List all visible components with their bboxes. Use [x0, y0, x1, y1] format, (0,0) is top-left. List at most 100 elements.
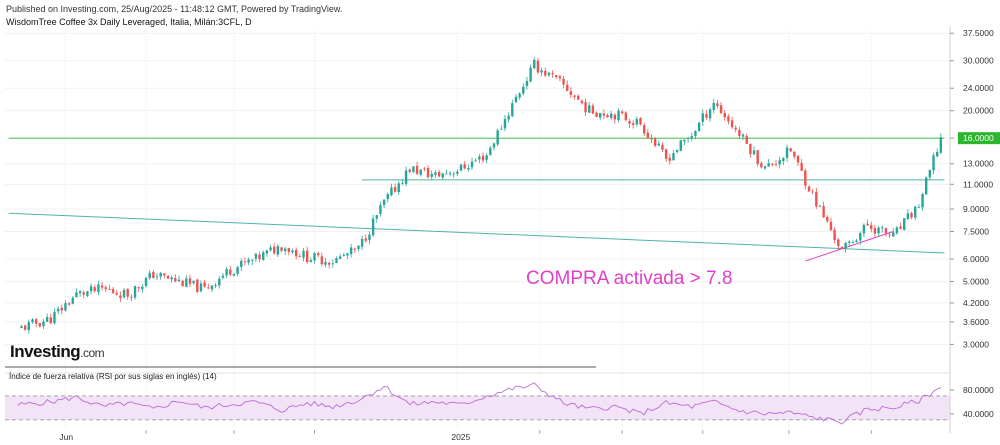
candle-body [338, 256, 342, 259]
candle-body [467, 168, 470, 170]
candle-body [148, 272, 151, 279]
candle-body [811, 191, 814, 193]
candle-body [42, 321, 45, 327]
candle-body [196, 279, 199, 292]
candle-body [463, 164, 466, 169]
candle-body [547, 72, 551, 76]
candle-body [606, 115, 609, 118]
candle-body [664, 149, 668, 159]
descending-support [8, 212, 945, 254]
candle-body [844, 242, 847, 249]
candle-body [642, 125, 646, 134]
candle-body [734, 127, 737, 130]
candle-body [793, 151, 796, 157]
candle-body [631, 123, 635, 125]
candle-body [899, 226, 902, 229]
candle-body [342, 255, 346, 257]
y-tick-label: 3.6000 [963, 317, 989, 327]
candle-body [360, 239, 364, 247]
candle-body [921, 194, 924, 208]
y-tick-label: 5.0000 [963, 276, 989, 286]
candle-body [152, 271, 155, 278]
candle-body [577, 95, 580, 100]
candle-body [401, 183, 404, 184]
y-tick-label: 9.0000 [963, 204, 989, 214]
candle-body [701, 113, 704, 122]
candle-body [551, 73, 554, 75]
candle-body [617, 110, 620, 120]
candle-body [723, 112, 726, 118]
rsi-band [5, 395, 950, 420]
candle-body [284, 248, 287, 252]
candle-body [705, 114, 708, 118]
candle-body [566, 84, 569, 91]
candle-body [888, 234, 891, 236]
candle-body [595, 112, 598, 117]
candle-body [34, 319, 38, 324]
candle-body [368, 234, 371, 241]
candle-body [188, 278, 192, 284]
candle-body [78, 291, 82, 294]
candle-body [481, 155, 485, 161]
candle-body [833, 229, 836, 241]
candle-body [309, 260, 313, 263]
candle-body [741, 134, 745, 137]
candle-body [240, 260, 243, 267]
candle-body [331, 263, 335, 265]
published-note: Published on Investing.com, 25/Aug/2025 … [6, 4, 343, 14]
candle-body [313, 253, 316, 261]
candle-body [379, 205, 382, 214]
candle-body [935, 151, 939, 157]
last-price-marker [958, 132, 1000, 145]
candle-body [185, 278, 188, 287]
candle-body [503, 119, 507, 129]
candle-body [555, 75, 558, 77]
candle-body [903, 218, 906, 230]
candle-body [877, 227, 880, 234]
candle-body [760, 163, 763, 168]
y-tick-label: 11.0000 [963, 179, 993, 189]
candle-body [346, 253, 349, 256]
candle-body [873, 228, 877, 234]
candle-body [708, 109, 712, 119]
candle-body [738, 129, 741, 136]
candle-body [910, 212, 913, 218]
candle-body [599, 112, 602, 118]
candle-body [225, 269, 228, 276]
candle-body [489, 147, 492, 155]
candle-body [434, 172, 437, 176]
rsi-line [17, 382, 941, 425]
candle-body [452, 173, 455, 175]
candle-body [163, 273, 166, 276]
candle-body [496, 130, 499, 145]
candle-body [829, 221, 833, 231]
y-tick-label: 4.2000 [963, 298, 989, 308]
candle-body [870, 225, 873, 229]
candle-body [269, 247, 272, 251]
candle-body [349, 247, 353, 255]
candle-body [639, 118, 642, 125]
candle-body [393, 187, 397, 192]
candle-body [45, 317, 49, 322]
candle-body [540, 70, 543, 73]
candle-body [423, 168, 426, 170]
y-tick-label: 7.5000 [963, 226, 989, 236]
candle-body [675, 150, 679, 153]
candle-body [529, 67, 532, 82]
y-tick-label: 13.0000 [963, 159, 994, 169]
candle-body [357, 245, 360, 249]
candle-body [130, 296, 133, 298]
y-tick-label: 37.5000 [963, 28, 994, 38]
candle-body [500, 128, 503, 130]
rsi-tick-label: 80.0000 [963, 385, 994, 395]
candle-body [419, 169, 422, 175]
candle-body [170, 277, 173, 280]
candle-body [613, 114, 617, 120]
candle-body [507, 115, 510, 120]
candle-body [448, 173, 452, 175]
candle-body [258, 254, 261, 260]
candle-body [67, 303, 71, 305]
candle-body [924, 177, 928, 195]
candle-body [778, 160, 781, 165]
